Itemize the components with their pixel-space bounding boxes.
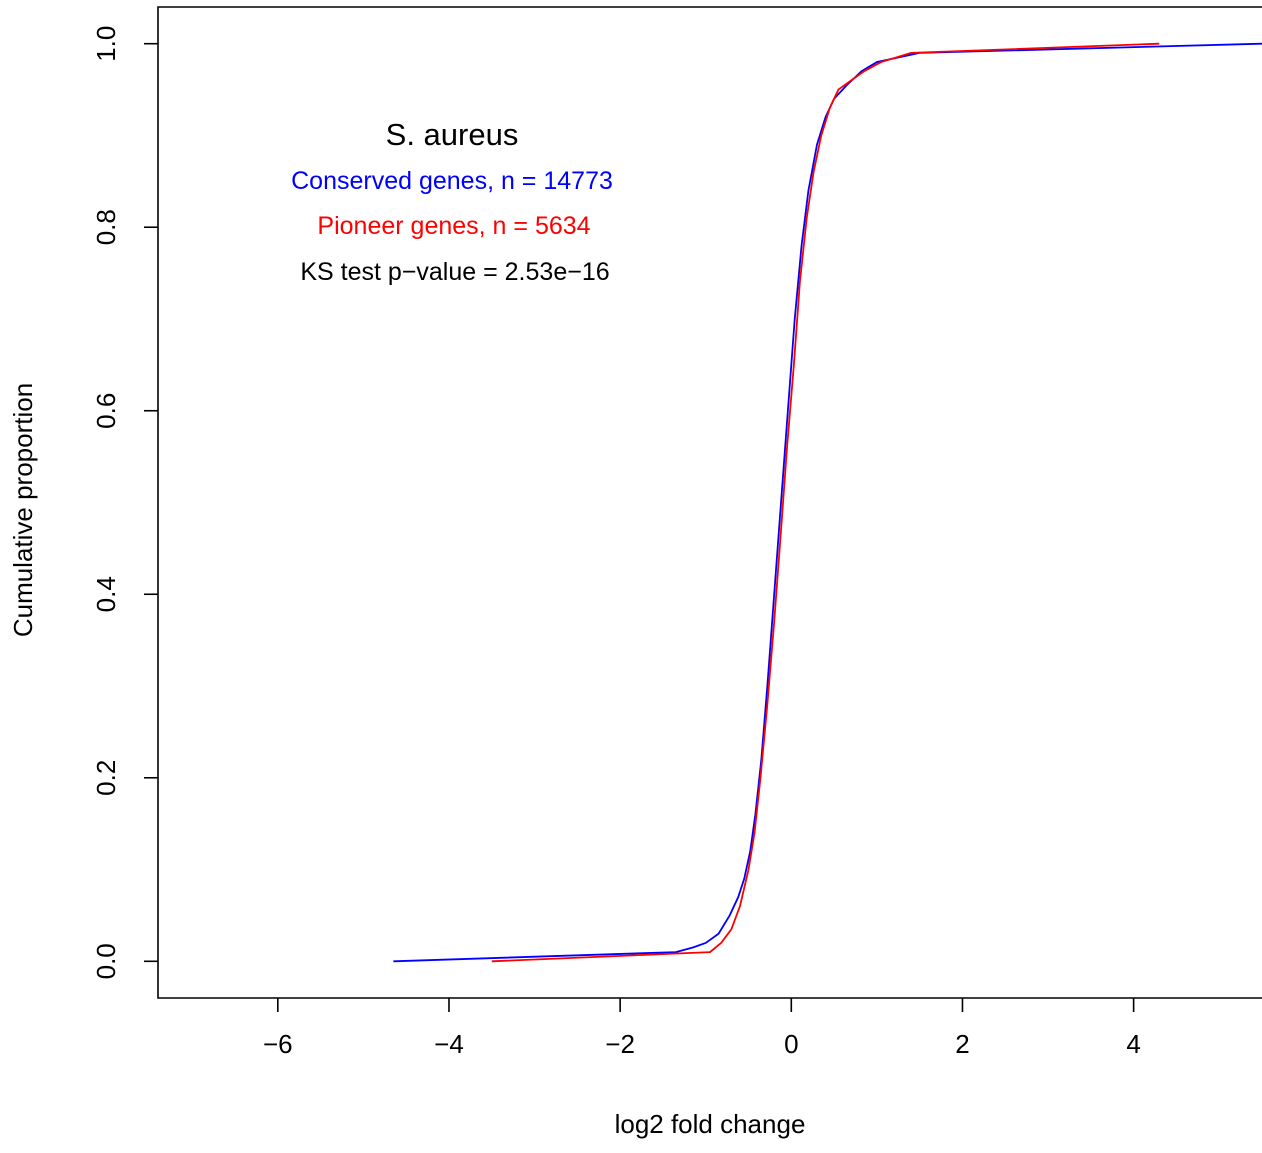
pioneer-genes-line xyxy=(491,42,1160,963)
x-tick-label: 2 xyxy=(955,1029,969,1059)
x-tick-label: −6 xyxy=(263,1029,293,1059)
y-tick-label: 0.2 xyxy=(91,760,121,796)
conserved-genes-line xyxy=(393,42,1262,963)
x-axis: −6 −4 −2 0 2 4 xyxy=(263,998,1141,1059)
x-tick-label: −2 xyxy=(605,1029,635,1059)
y-tick-label: 0.6 xyxy=(91,393,121,429)
annotation-ks-test: KS test p−value = 2.53e−16 xyxy=(300,258,609,286)
x-axis-label: log2 fold change xyxy=(615,1109,806,1139)
y-tick-label: 0.4 xyxy=(91,576,121,612)
y-axis: 0.0 0.2 0.4 0.6 0.8 1.0 xyxy=(91,26,158,979)
plot-frame xyxy=(157,6,1262,999)
y-tick-label: 1.0 xyxy=(91,26,121,62)
plot-border xyxy=(157,6,1262,999)
series-lines xyxy=(393,42,1262,963)
y-axis-label: Cumulative proportion xyxy=(8,383,38,637)
x-tick-label: 0 xyxy=(784,1029,798,1059)
x-tick-label: 4 xyxy=(1126,1029,1140,1059)
annotation-conserved-genes: Conserved genes, n = 14773 xyxy=(291,167,613,195)
y-tick-label: 0.0 xyxy=(91,943,121,979)
annotation-pioneer-genes: Pioneer genes, n = 5634 xyxy=(317,212,590,240)
annotation-species: S. aureus xyxy=(386,117,519,152)
y-tick-label: 0.8 xyxy=(91,209,121,245)
x-tick-label: −4 xyxy=(434,1029,464,1059)
